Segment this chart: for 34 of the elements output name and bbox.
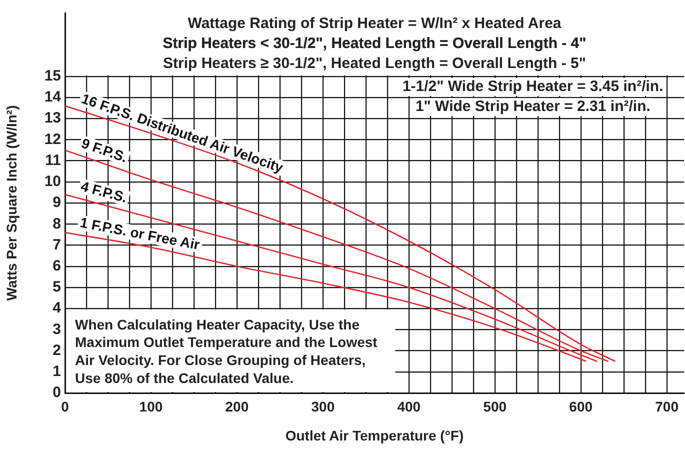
y-tick-label: 6 — [52, 257, 61, 274]
y-tick-label: 4 — [52, 300, 62, 317]
y-tick-label: 5 — [52, 278, 61, 296]
y-tick-label: 12 — [44, 130, 61, 148]
annotation: 1" Wide Strip Heater = 2.31 in²/in. — [413, 98, 652, 116]
annotation: When Calculating Heater Capacity, Use the Maximum Outlet Temperature and the Lowest Air Velocity. For Close Grouping of Heaters, Use 80% of the Calculated Value. — [75, 316, 378, 386]
x-tick-label: 200 — [225, 398, 249, 414]
y-tick-label: 2 — [52, 342, 61, 359]
y-tick-label: 11 — [45, 152, 61, 169]
y-tick-label: 13 — [44, 110, 61, 127]
annotation: Strip Heaters < 30-1/2", Heated Length = Overall Length - 4" — [162, 34, 586, 52]
y-tick-label: 10 — [44, 173, 61, 190]
x-tick-label: 600 — [569, 398, 593, 414]
text: 9 F.P.S. — [80, 134, 130, 166]
y-tick-label: 9 — [52, 194, 61, 212]
x-tick-label: 400 — [397, 398, 421, 414]
x-tick-label: 100 — [139, 398, 163, 414]
y-tick-label: 0 — [52, 384, 61, 402]
x-tick-label: 300 — [311, 398, 335, 414]
y-tick-label: 1 — [52, 363, 61, 380]
x-tick-label: 700 — [655, 398, 679, 414]
y-axis-title: Watts Per Square Inch (W/In²) — [3, 105, 20, 301]
y-tick-label: 8 — [52, 215, 61, 232]
x-tick-label: 500 — [483, 398, 507, 414]
text: 1 F.P.S. or Free Air — [78, 214, 202, 253]
y-tick-label: 3 — [52, 320, 61, 338]
y-tick-label: 14 — [44, 88, 62, 106]
chart-title: Wattage Rating of Strip Heater = W/In² x Heated Area — [188, 15, 562, 32]
x-axis-title: Outlet Air Temperature (°F) — [285, 427, 464, 444]
annotation: Strip Heaters ≥ 30-1/2", Heated Length = Overall Length - 5" — [163, 54, 586, 72]
y-tick-label: 15 — [44, 67, 61, 84]
y-tick-label: 7 — [52, 236, 61, 254]
text: 4 F.P.S. — [79, 178, 129, 206]
annotation: 1-1/2" Wide Strip Heater = 3.45 in²/in. — [400, 78, 666, 96]
